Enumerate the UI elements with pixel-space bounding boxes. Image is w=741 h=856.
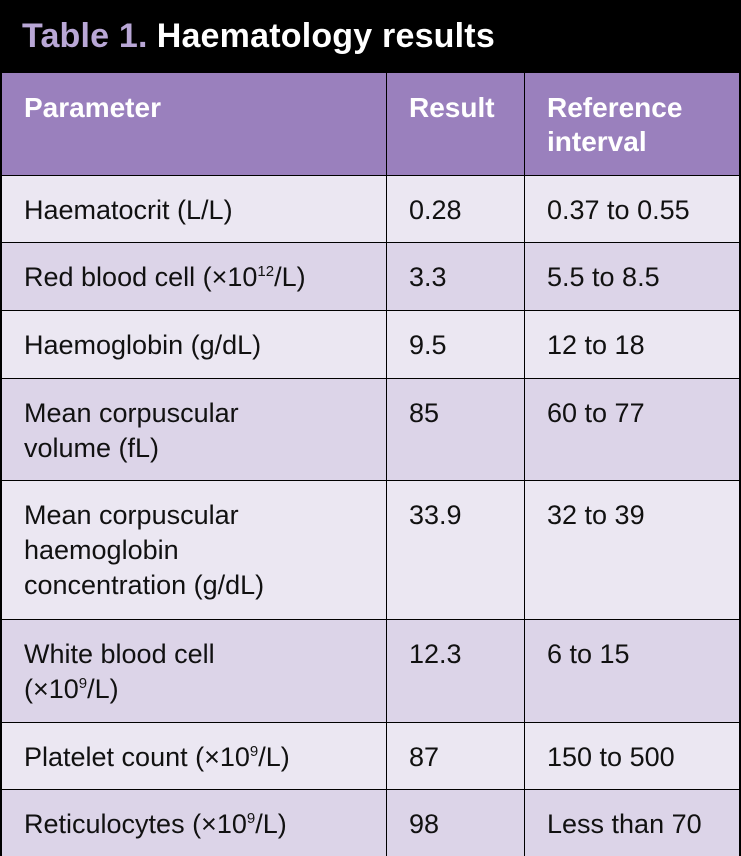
result-cell: 3.3 <box>386 242 525 311</box>
table-row: Reticulocytes (×109/L) 98 Less than 70 <box>1 789 740 856</box>
reference-cell: Less than 70 <box>524 789 740 856</box>
reference-cell: 6 to 15 <box>524 619 740 723</box>
parameter-cell: Mean corpuscular haemoglobin concentrati… <box>1 480 387 620</box>
header-reference: Reference interval <box>524 72 740 176</box>
parameter-text: Reticulocytes (×10 <box>24 809 247 839</box>
parameter-text: Platelet count (×10 <box>24 742 250 772</box>
reference-cell: 5.5 to 8.5 <box>524 242 740 311</box>
exponent: 9 <box>78 675 88 692</box>
parameter-unit: /L) <box>274 262 306 292</box>
parameter-unit: /L) <box>255 809 287 839</box>
exponent: 9 <box>249 743 259 760</box>
result-cell: 0.28 <box>386 175 525 243</box>
parameter-cell: Red blood cell (×1012/L) <box>1 242 387 311</box>
result-cell: 85 <box>386 378 525 481</box>
reference-cell: 12 to 18 <box>524 310 740 379</box>
table-row: Mean corpuscular haemoglobin concentrati… <box>1 480 740 620</box>
table-row: White blood cell (×109/L) 12.3 6 to 15 <box>1 619 740 723</box>
result-cell: 33.9 <box>386 480 525 620</box>
parameter-unit: /L) <box>87 674 119 704</box>
result-cell: 12.3 <box>386 619 525 723</box>
parameter-cell: Haemoglobin (g/dL) <box>1 310 387 379</box>
table-caption: Haematology results <box>156 16 495 55</box>
table-row: Haematocrit (L/L) 0.28 0.37 to 0.55 <box>1 175 740 243</box>
parameter-cell: White blood cell (×109/L) <box>1 619 387 723</box>
parameter-cell: Haematocrit (L/L) <box>1 175 387 243</box>
parameter-cell: Reticulocytes (×109/L) <box>1 789 387 856</box>
table-row: Mean corpuscular volume (fL) 85 60 to 77 <box>1 378 740 481</box>
parameter-cell: Platelet count (×109/L) <box>1 722 387 790</box>
parameter-text: Red blood cell (×10 <box>24 262 258 292</box>
reference-cell: 32 to 39 <box>524 480 740 620</box>
reference-cell: 60 to 77 <box>524 378 740 481</box>
parameter-cell: Mean corpuscular volume (fL) <box>1 378 387 481</box>
result-cell: 9.5 <box>386 310 525 379</box>
table-title: Table 1. Haematology results <box>0 0 741 72</box>
exponent: 12 <box>257 263 275 280</box>
table-row: Platelet count (×109/L) 87 150 to 500 <box>1 722 740 790</box>
result-cell: 87 <box>386 722 525 790</box>
header-row: Parameter Result Reference interval <box>1 72 740 176</box>
results-table: Parameter Result Reference interval Haem… <box>1 72 740 856</box>
parameter-unit: /L) <box>258 742 290 772</box>
parameter-text: White blood cell (×10 <box>24 639 215 704</box>
header-parameter: Parameter <box>1 72 387 176</box>
exponent: 9 <box>246 810 256 827</box>
reference-cell: 0.37 to 0.55 <box>524 175 740 243</box>
header-result: Result <box>386 72 525 176</box>
result-cell: 98 <box>386 789 525 856</box>
table-row: Haemoglobin (g/dL) 9.5 12 to 18 <box>1 310 740 379</box>
reference-cell: 150 to 500 <box>524 722 740 790</box>
table-number: Table 1. <box>22 16 148 55</box>
table-row: Red blood cell (×1012/L) 3.3 5.5 to 8.5 <box>1 242 740 311</box>
